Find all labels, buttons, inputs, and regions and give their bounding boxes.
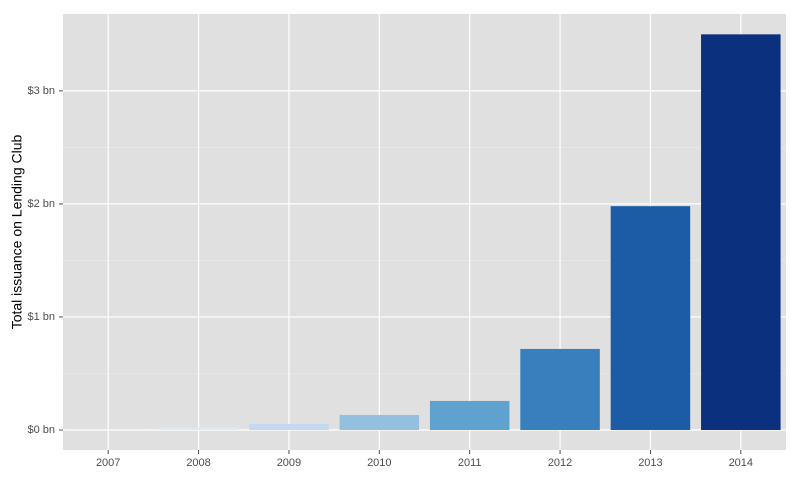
x-tick-label: 2014 — [729, 457, 753, 469]
y-axis-title: Total issuance on Lending Club — [9, 134, 25, 329]
x-tick-label: 2012 — [548, 457, 572, 469]
bar — [339, 414, 420, 430]
x-tick-label: 2011 — [458, 457, 482, 469]
bar — [249, 424, 329, 430]
x-tick-label: 2008 — [186, 457, 210, 469]
x-tick-label: 2013 — [638, 457, 662, 469]
bar — [429, 400, 510, 430]
x-tick-label: 2007 — [96, 457, 120, 469]
x-tick-label: 2010 — [367, 457, 391, 469]
bar — [68, 429, 148, 430]
y-tick-label: $2 bn — [27, 198, 55, 210]
bar — [610, 206, 691, 430]
bar — [158, 427, 239, 430]
bar — [520, 348, 600, 430]
y-tick-label: $3 bn — [27, 85, 55, 97]
y-tick-label: $1 bn — [27, 311, 55, 323]
x-tick-label: 2009 — [277, 457, 301, 469]
y-tick-label: $0 bn — [27, 424, 55, 436]
bar — [701, 34, 781, 430]
